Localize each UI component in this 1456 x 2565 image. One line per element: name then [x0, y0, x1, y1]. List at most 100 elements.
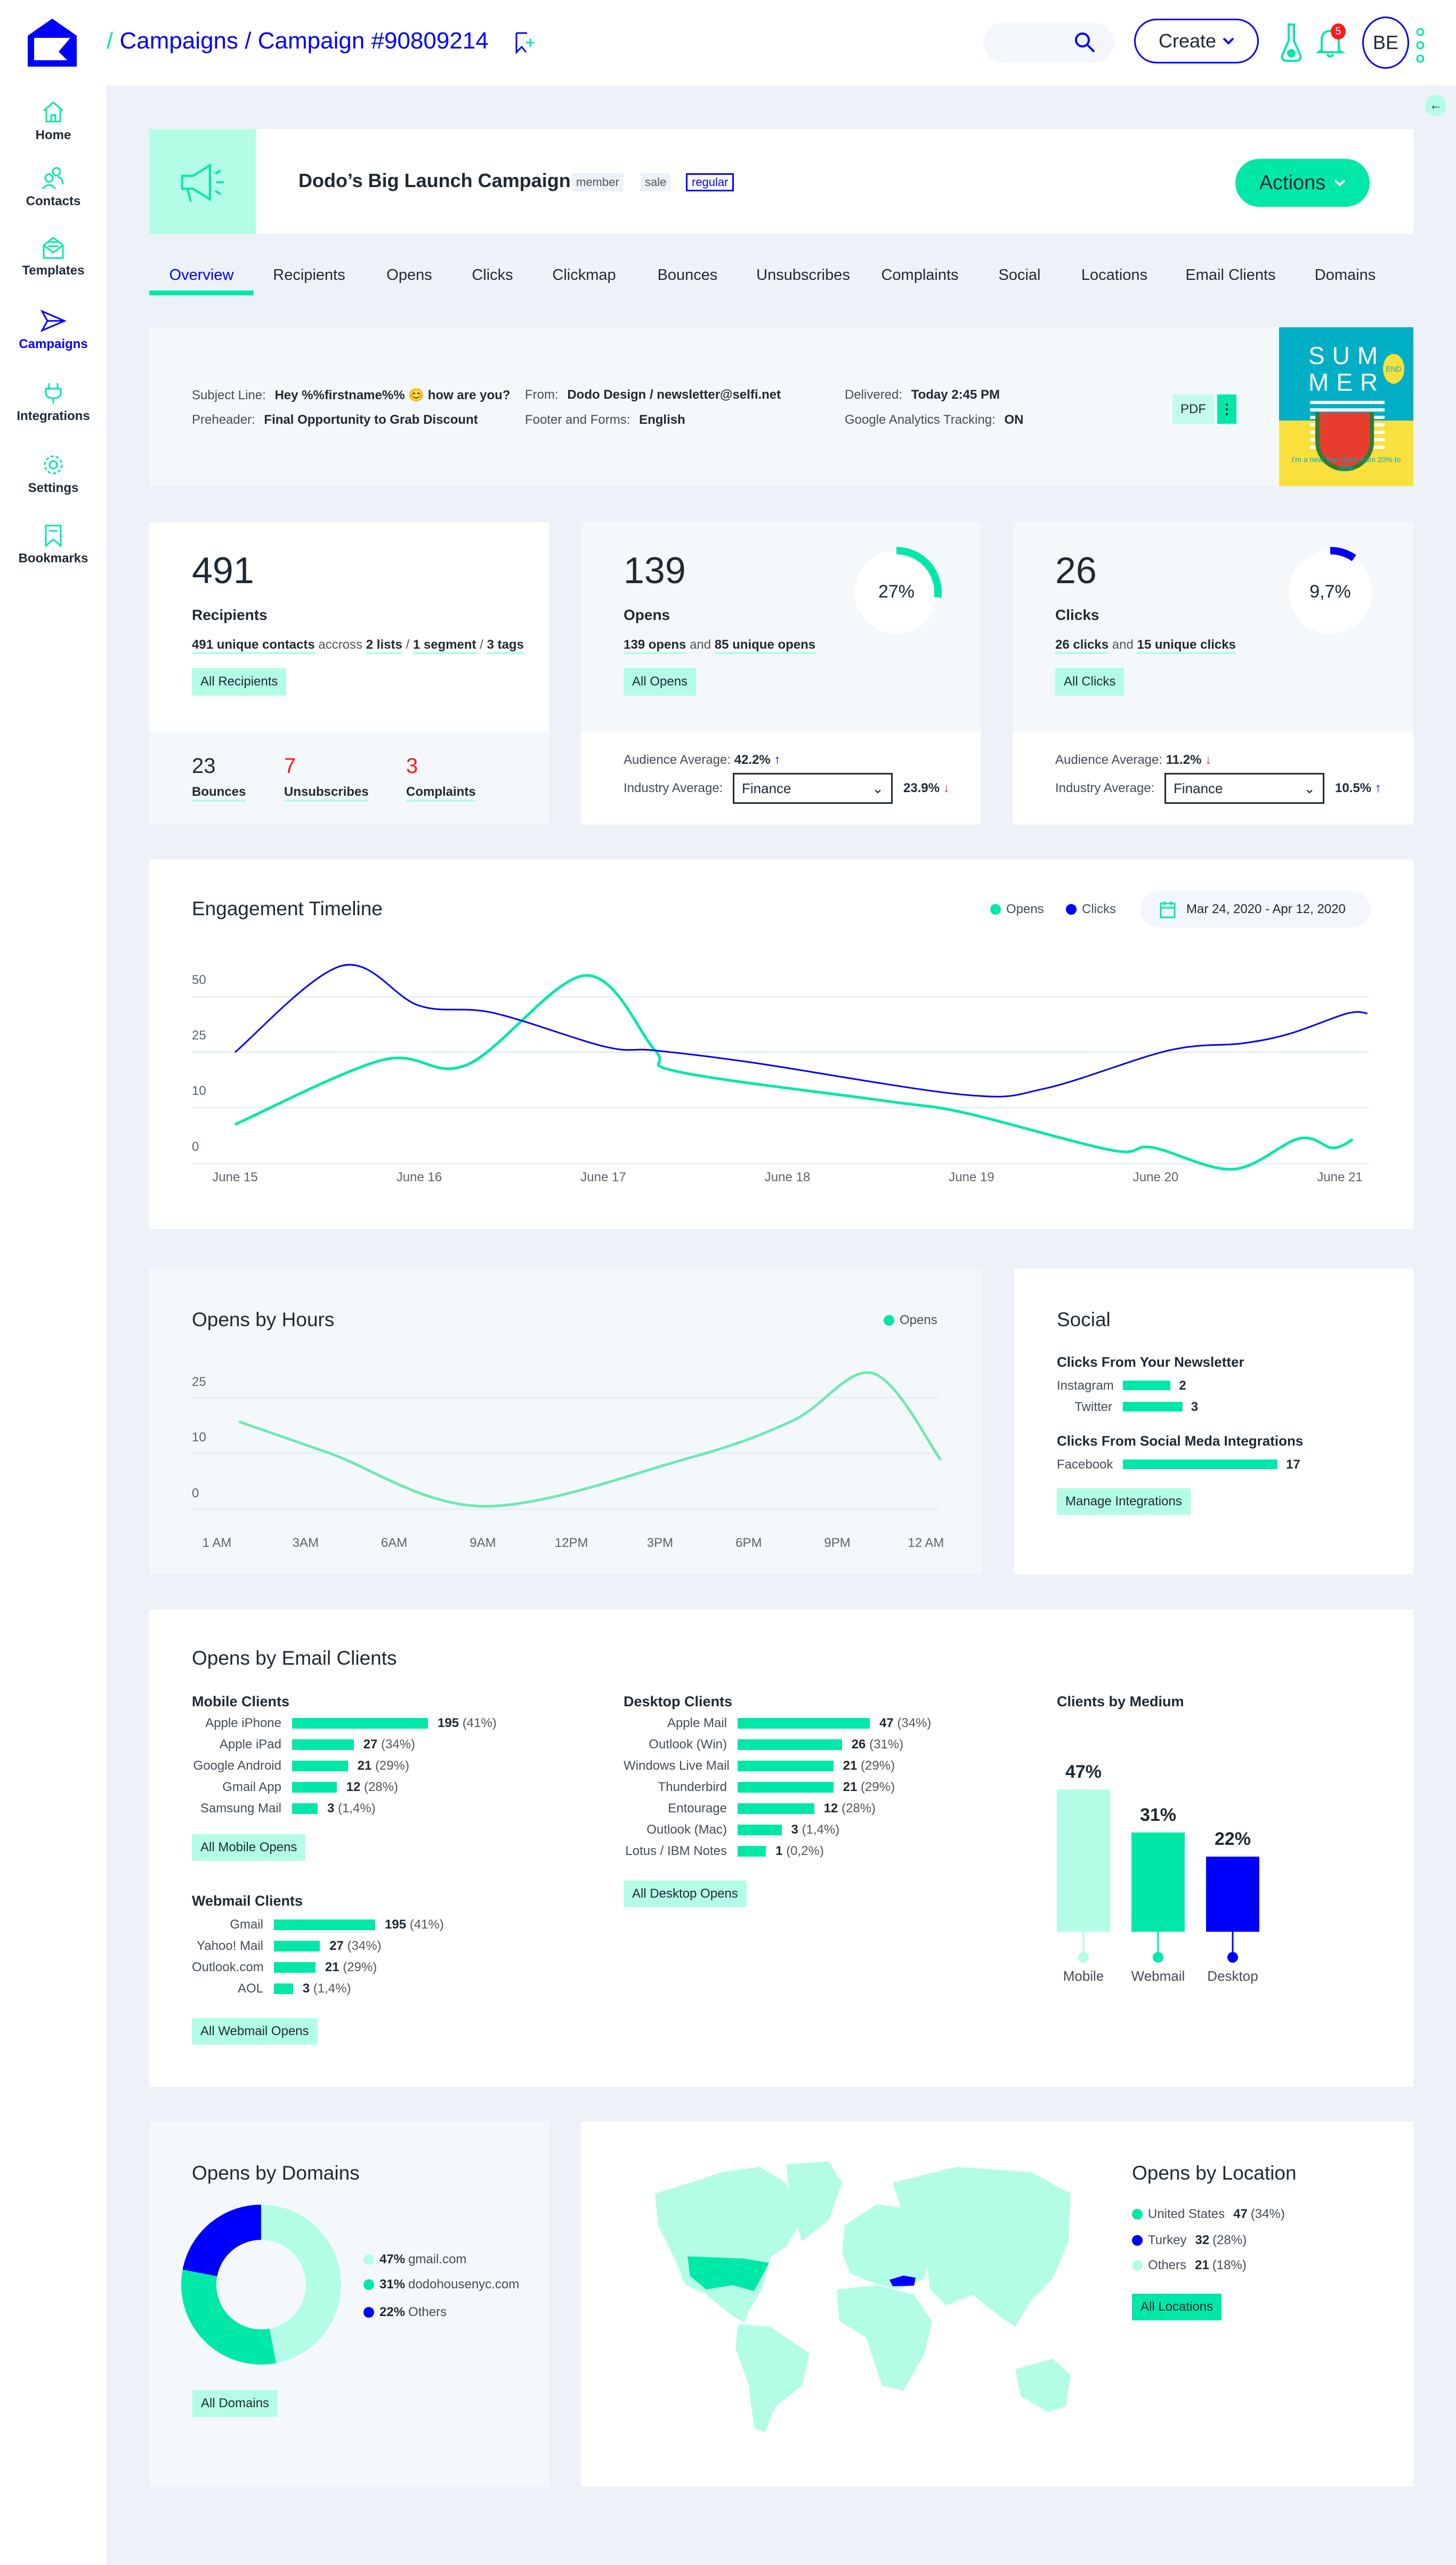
- domain-legend-item[interactable]: 22% Others: [363, 2305, 447, 2320]
- email-preview-thumbnail[interactable]: SUM MER END I'm a new Text block from 20%…: [1279, 327, 1413, 486]
- all-mobile-opens-button[interactable]: All Mobile Opens: [192, 1834, 306, 1861]
- client-row: Thunderbird 21 (29%): [658, 1780, 895, 1794]
- recipients-card: [149, 522, 549, 731]
- all-locations-button[interactable]: All Locations: [1132, 2294, 1222, 2320]
- bar-dot: [1078, 1952, 1089, 1963]
- breadcrumb-campaigns[interactable]: Campaigns: [119, 28, 239, 54]
- sidebar-item-contacts[interactable]: Contacts: [0, 166, 107, 209]
- bar-value-label: 47%: [1065, 1762, 1102, 1782]
- complaints-count: 3: [406, 754, 418, 778]
- more-vertical-icon[interactable]: [1414, 27, 1426, 64]
- all-opens-button[interactable]: All Opens: [624, 668, 697, 696]
- series-line-opens: [238, 1371, 942, 1508]
- sidebar-item-templates[interactable]: Templates: [0, 236, 107, 278]
- map-australia: [1015, 2359, 1071, 2412]
- sidebar-item-campaigns[interactable]: Campaigns: [0, 309, 107, 352]
- bar-value-label: 22%: [1215, 1829, 1251, 1849]
- all-webmail-opens-button[interactable]: All Webmail Opens: [192, 2018, 318, 2045]
- legend-opens[interactable]: Opens: [990, 902, 1044, 917]
- all-recipients-button[interactable]: All Recipients: [192, 668, 287, 696]
- industry-select-clicks[interactable]: Finance ⌄: [1164, 773, 1324, 804]
- location-legend-item[interactable]: Others 21 (18%): [1132, 2258, 1247, 2273]
- tab-clickmap[interactable]: Clickmap: [552, 267, 616, 284]
- ga-tracking: Google Analytics Tracking: ON: [845, 413, 1024, 427]
- y-tick-label: 50: [192, 973, 206, 987]
- client-bar: [738, 1782, 834, 1793]
- opens-by-hours-chart: 0 10 25 1 AM 3AM 6AM 9AM 12PM 3PM 6PM 9PM 12 AM: [192, 1371, 944, 1550]
- client-bar: [292, 1803, 318, 1814]
- tab-recipients[interactable]: Recipients: [273, 267, 345, 284]
- client-row: Entourage 12 (28%): [668, 1801, 876, 1816]
- client-bar: [738, 1739, 842, 1750]
- tag-member[interactable]: member: [572, 173, 624, 191]
- logo-envelope-icon[interactable]: [28, 19, 77, 67]
- actions-button[interactable]: Actions: [1235, 159, 1370, 207]
- client-bar: [738, 1825, 782, 1835]
- create-button[interactable]: Create: [1134, 19, 1259, 63]
- avatar[interactable]: BE: [1362, 17, 1409, 69]
- series-line-clicks: [234, 964, 1368, 1098]
- tab-email-clients[interactable]: Email Clients: [1185, 267, 1276, 284]
- world-map[interactable]: [626, 2161, 1111, 2433]
- pdf-button[interactable]: PDF: [1172, 394, 1214, 424]
- domain-legend-item[interactable]: 47% gmail.com: [363, 2252, 466, 2267]
- bar-value-label: 31%: [1140, 1805, 1176, 1825]
- client-row: Outlook (Win) 26 (31%): [649, 1737, 904, 1752]
- tab-domains[interactable]: Domains: [1314, 267, 1376, 284]
- bar-webmail: [1131, 1832, 1185, 1932]
- recipients-description: 491 unique contacts accross 2 lists / 1 …: [192, 638, 524, 654]
- client-row: Outlook.com 21 (29%): [192, 1960, 377, 1974]
- social-row: Instagram 2: [1057, 1378, 1186, 1393]
- manage-integrations-button[interactable]: Manage Integrations: [1057, 1488, 1191, 1515]
- tab-social[interactable]: Social: [998, 267, 1041, 284]
- tag-regular[interactable]: regular: [686, 173, 734, 191]
- chevron-down-icon: ⌄: [872, 780, 884, 796]
- templates-icon: [43, 237, 64, 259]
- y-tick-label: 10: [192, 1430, 206, 1445]
- campaigns-icon: [40, 309, 67, 333]
- opens-rate-ring: 27%: [851, 547, 942, 638]
- more-options-icon[interactable]: ⋮: [1217, 394, 1236, 424]
- all-clicks-button[interactable]: All Clicks: [1055, 668, 1125, 696]
- sidebar-item-bookmarks[interactable]: Bookmarks: [0, 523, 107, 566]
- x-tick-label: 6PM: [735, 1536, 762, 1550]
- legend-opens[interactable]: Opens: [884, 1313, 937, 1328]
- x-tick-label: June 15: [212, 1170, 257, 1184]
- legend-clicks[interactable]: Clicks: [1066, 902, 1116, 917]
- tab-bounces[interactable]: Bounces: [657, 267, 718, 284]
- y-tick-label: 25: [192, 1028, 206, 1043]
- sidebar-item-home[interactable]: Home: [0, 100, 107, 143]
- date-range-picker[interactable]: Mar 24, 2020 - Apr 12, 2020: [1140, 891, 1371, 927]
- tab-unsubscribes[interactable]: Unsubscribes: [756, 267, 850, 284]
- domain-legend-item[interactable]: 31% dodohousenyc.com: [363, 2277, 519, 2292]
- client-row: Apple iPhone 195 (41%): [205, 1716, 497, 1730]
- tab-overview[interactable]: Overview: [169, 267, 234, 284]
- sidebar: Home Contacts Templates Campaigns Integr…: [0, 85, 107, 2565]
- tab-complaints[interactable]: Complaints: [881, 267, 959, 284]
- tag-sale[interactable]: sale: [641, 173, 671, 191]
- sidebar-item-settings[interactable]: Settings: [0, 453, 107, 496]
- bookmark-add-icon[interactable]: [514, 31, 537, 54]
- clicks-rate-ring: 9,7%: [1285, 547, 1376, 638]
- location-legend-item[interactable]: Turkey 32 (28%): [1132, 2233, 1247, 2248]
- sidebar-item-integrations[interactable]: Integrations: [0, 381, 107, 424]
- trend-down-icon: ↓: [1205, 753, 1212, 767]
- tab-opens[interactable]: Opens: [386, 267, 432, 284]
- client-bar: [274, 1941, 320, 1951]
- tab-clicks[interactable]: Clicks: [472, 267, 513, 284]
- x-tick-label: 3AM: [293, 1536, 319, 1550]
- bar-desktop: [1206, 1857, 1259, 1932]
- search-input[interactable]: [983, 23, 1114, 62]
- campaign-icon-block: [149, 129, 256, 234]
- all-desktop-opens-button[interactable]: All Desktop Opens: [624, 1881, 747, 1907]
- industry-select-opens[interactable]: Finance ⌄: [733, 773, 893, 804]
- search-icon[interactable]: [1074, 31, 1096, 54]
- collapse-arrow-icon[interactable]: ←: [1425, 95, 1446, 116]
- tab-locations[interactable]: Locations: [1081, 267, 1148, 284]
- all-domains-button[interactable]: All Domains: [192, 2390, 278, 2417]
- flask-icon[interactable]: [1279, 22, 1304, 63]
- x-tick-label: 1 AM: [203, 1536, 232, 1550]
- location-legend-item[interactable]: United States 47 (34%): [1132, 2207, 1285, 2222]
- client-bar: [292, 1739, 354, 1750]
- clicks-count: 26: [1055, 550, 1097, 591]
